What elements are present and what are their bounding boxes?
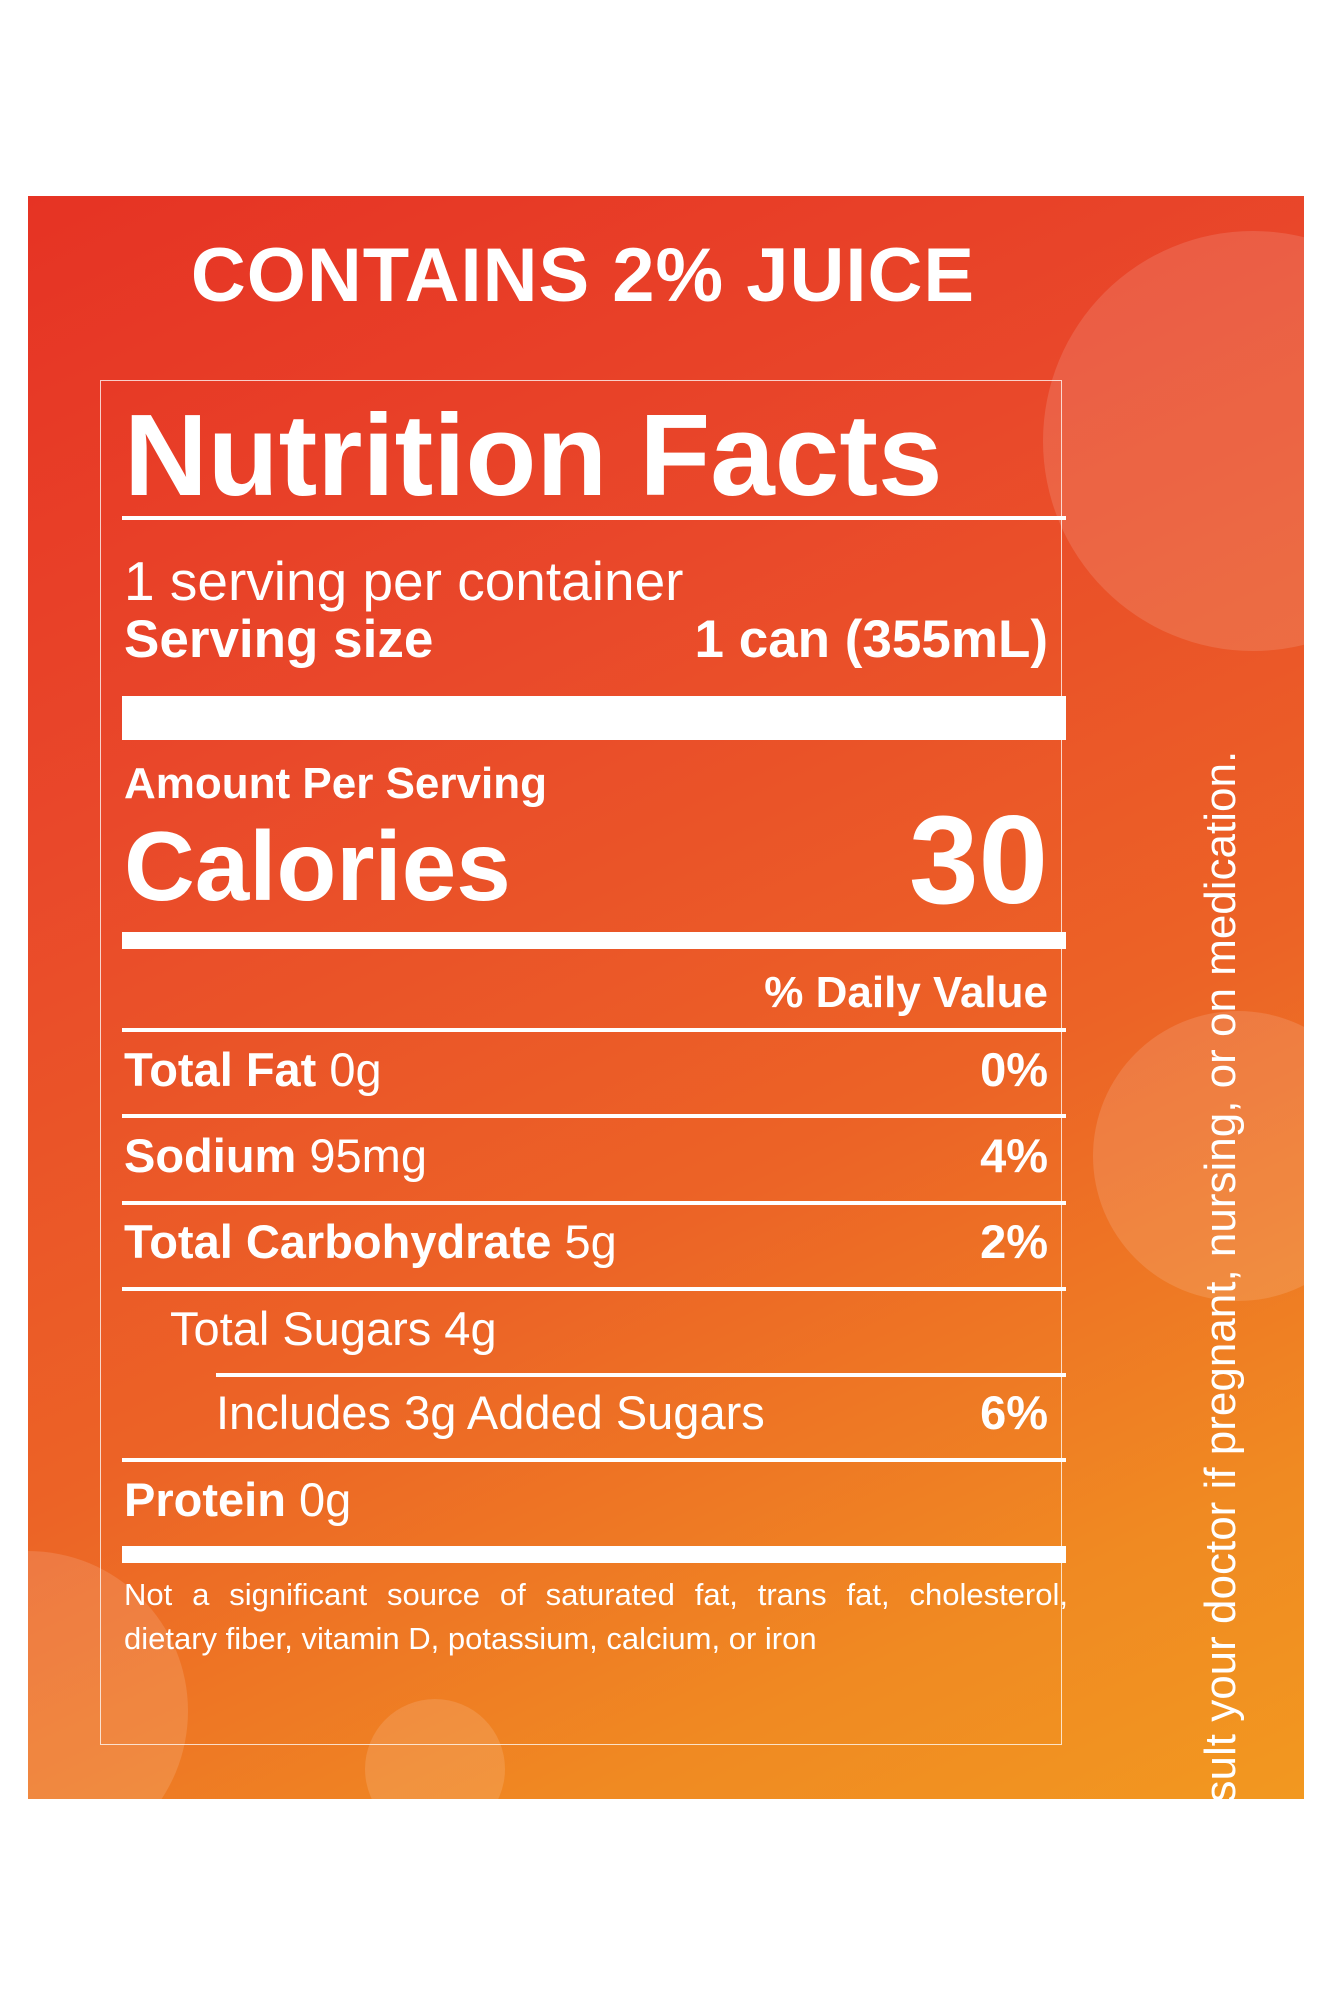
nutrient-name: Sodium — [124, 1129, 297, 1182]
thick-divider — [122, 1546, 1066, 1563]
daily-value-header: % Daily Value — [764, 968, 1048, 1017]
side-warning-note: Consult your doctor if pregnant, nursing… — [1196, 750, 1245, 1799]
nutrient-dv: 6% — [980, 1386, 1048, 1439]
nutrient-row-total-carbohydrate: Total Carbohydrate 5g — [124, 1214, 617, 1270]
divider — [122, 1114, 1066, 1118]
nutrient-row-sodium: Sodium 95mg — [124, 1128, 427, 1184]
thick-divider — [122, 696, 1066, 740]
serving-size-value: 1 can (355mL) — [694, 610, 1048, 669]
amount-per-serving: Amount Per Serving — [124, 759, 547, 808]
nutrient-amount: 0g — [329, 1043, 382, 1096]
nutrient-amount: 95mg — [309, 1129, 427, 1182]
calories-label: Calories — [124, 811, 511, 921]
divider — [122, 1028, 1066, 1032]
nutrient-row-total-fat: Total Fat 0g — [124, 1042, 382, 1098]
nutrition-facts-title: Nutrition Facts — [124, 390, 943, 520]
divider — [122, 1287, 1066, 1291]
nutrient-row-protein: Protein 0g — [124, 1472, 351, 1528]
nutrient-row-added-sugars: Includes 3g Added Sugars — [216, 1386, 765, 1439]
juice-banner: CONTAINS 2% JUICE — [190, 233, 976, 318]
nutrient-amount: 5g — [564, 1215, 617, 1268]
nutrient-name: Protein — [124, 1473, 286, 1526]
label-panel: CONTAINS 2% JUICE Nutrition Facts 1 serv… — [28, 196, 1304, 1799]
nutrient-dv: 2% — [980, 1215, 1048, 1268]
divider — [122, 1201, 1066, 1205]
divider — [122, 1458, 1066, 1462]
thick-divider — [122, 932, 1066, 949]
serving-size-label: Serving size — [124, 610, 434, 669]
footnote: Not a significant source of saturated fa… — [124, 1577, 1068, 1656]
nutrition-label-border — [100, 380, 1062, 1745]
divider — [216, 1373, 1066, 1377]
nutrient-name: Total Carbohydrate — [124, 1215, 552, 1268]
nutrient-amount: 0g — [298, 1473, 352, 1526]
nutrient-dv: 0% — [980, 1043, 1048, 1096]
nutrient-dv: 4% — [980, 1129, 1048, 1182]
divider — [122, 516, 1066, 520]
calories-value: 30 — [908, 791, 1048, 930]
servings-per-container: 1 serving per container — [124, 550, 684, 612]
nutrient-row-total-sugars: Total Sugars 4g — [170, 1302, 497, 1355]
nutrient-name: Total Fat — [124, 1043, 317, 1096]
